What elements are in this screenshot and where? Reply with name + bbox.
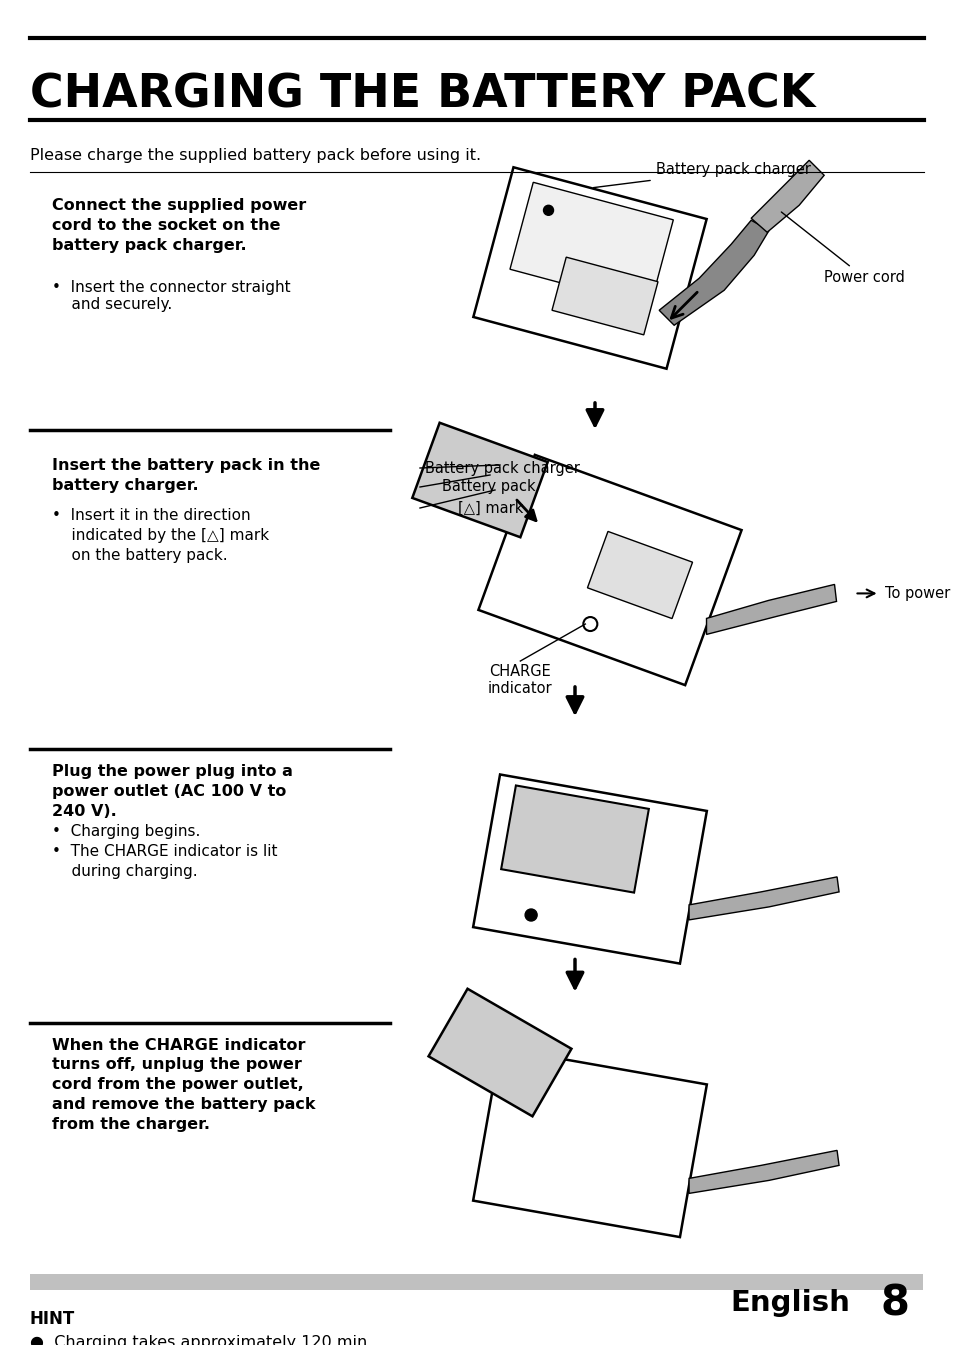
Text: Battery pack charger: Battery pack charger (424, 460, 579, 476)
Text: •  Insert it in the direction
    indicated by the [△] mark
    on the battery p: • Insert it in the direction indicated b… (52, 508, 269, 562)
Polygon shape (500, 785, 648, 893)
Circle shape (524, 909, 537, 921)
Polygon shape (552, 257, 658, 335)
Polygon shape (477, 455, 740, 685)
Text: English: English (729, 1289, 849, 1317)
Polygon shape (659, 221, 768, 325)
Text: Battery pack: Battery pack (441, 480, 535, 495)
Text: [△] mark: [△] mark (457, 500, 523, 515)
Polygon shape (688, 1150, 839, 1193)
Text: •  Insert the connector straight
    and securely.: • Insert the connector straight and secu… (52, 280, 291, 312)
Text: 8: 8 (880, 1282, 908, 1323)
Text: CHARGE
indicator: CHARGE indicator (488, 664, 552, 697)
Polygon shape (587, 531, 692, 619)
Polygon shape (428, 989, 571, 1116)
Polygon shape (473, 1048, 706, 1237)
Text: Battery pack charger: Battery pack charger (593, 163, 810, 187)
Polygon shape (473, 167, 706, 369)
Polygon shape (706, 585, 836, 635)
Polygon shape (510, 183, 673, 307)
Text: When the CHARGE indicator
turns off, unplug the power
cord from the power outlet: When the CHARGE indicator turns off, unp… (52, 1037, 315, 1131)
Text: ●  Charging takes approximately 120 min.: ● Charging takes approximately 120 min. (30, 1336, 372, 1345)
Text: HINT: HINT (30, 1310, 75, 1328)
Polygon shape (412, 422, 547, 537)
Polygon shape (688, 877, 839, 920)
Text: CHARGING THE BATTERY PACK: CHARGING THE BATTERY PACK (30, 73, 815, 117)
FancyBboxPatch shape (30, 1274, 923, 1290)
Text: Plug the power plug into a
power outlet (AC 100 V to
240 V).: Plug the power plug into a power outlet … (52, 764, 293, 819)
Text: Insert the battery pack in the
battery charger.: Insert the battery pack in the battery c… (52, 459, 320, 492)
Text: Please charge the supplied battery pack before using it.: Please charge the supplied battery pack … (30, 148, 480, 163)
Polygon shape (750, 160, 823, 233)
Text: To power outlet: To power outlet (883, 586, 953, 601)
Text: Power cord: Power cord (781, 213, 904, 285)
Text: •  Charging begins.
•  The CHARGE indicator is lit
    during charging.: • Charging begins. • The CHARGE indicato… (52, 824, 277, 878)
Polygon shape (473, 775, 706, 963)
Circle shape (543, 206, 553, 215)
Text: Connect the supplied power
cord to the socket on the
battery pack charger.: Connect the supplied power cord to the s… (52, 198, 306, 253)
